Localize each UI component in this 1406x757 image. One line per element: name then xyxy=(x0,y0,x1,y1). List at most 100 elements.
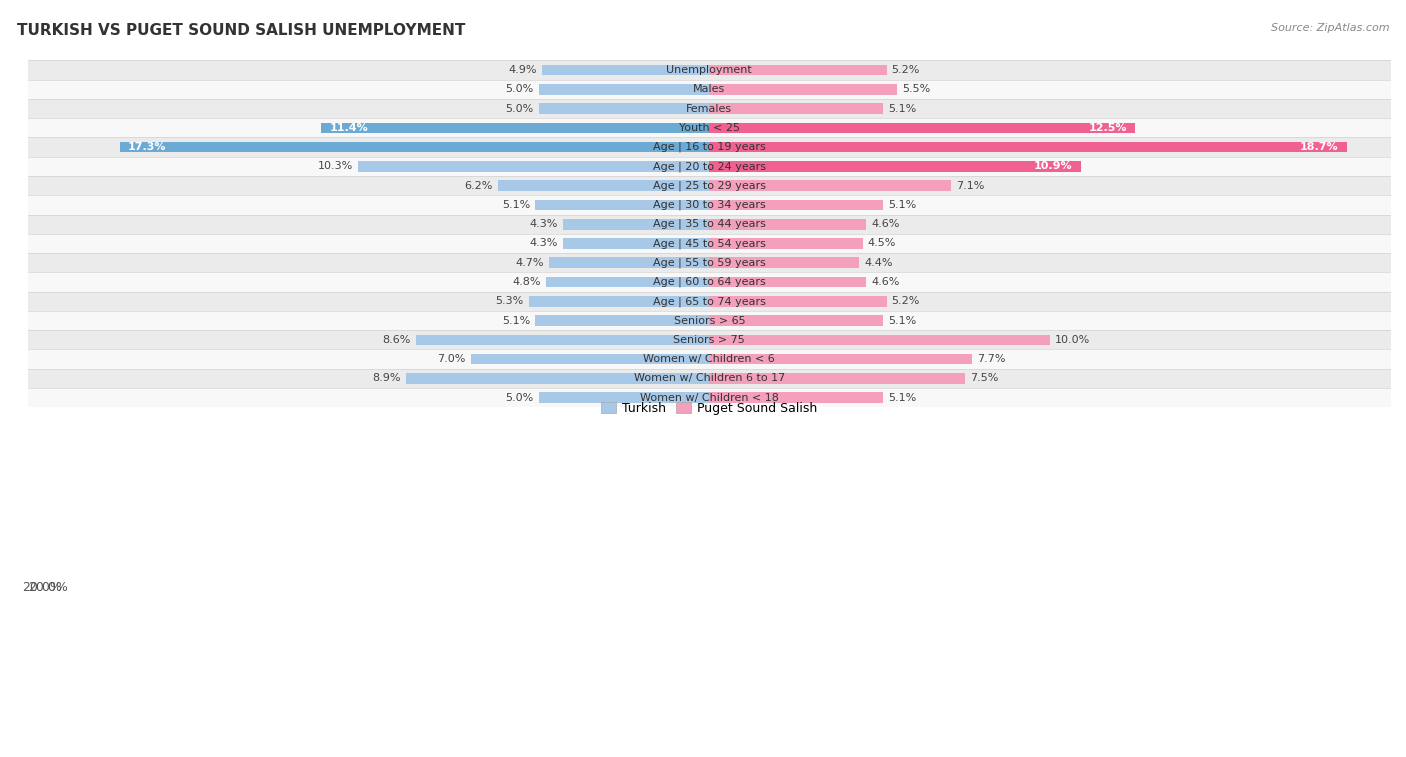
Bar xyxy=(538,84,709,95)
Text: 7.7%: 7.7% xyxy=(977,354,1005,364)
Text: 10.0%: 10.0% xyxy=(1056,335,1091,345)
Bar xyxy=(28,253,1391,273)
Text: Age | 20 to 24 years: Age | 20 to 24 years xyxy=(652,161,766,172)
Bar xyxy=(28,157,1391,176)
Bar xyxy=(543,65,709,76)
Text: Women w/ Children < 6: Women w/ Children < 6 xyxy=(644,354,775,364)
Text: Seniors > 75: Seniors > 75 xyxy=(673,335,745,345)
Text: 20.0%: 20.0% xyxy=(28,581,67,593)
Bar xyxy=(709,373,965,384)
Bar xyxy=(28,388,1391,407)
Bar xyxy=(709,84,897,95)
Text: Age | 65 to 74 years: Age | 65 to 74 years xyxy=(652,296,766,307)
Text: 5.1%: 5.1% xyxy=(502,316,530,326)
Bar xyxy=(28,176,1391,195)
Text: Women w/ Children < 18: Women w/ Children < 18 xyxy=(640,393,779,403)
Text: Males: Males xyxy=(693,84,725,95)
Bar xyxy=(709,142,1347,152)
Bar xyxy=(550,257,709,268)
Bar xyxy=(709,315,883,326)
Text: Age | 60 to 64 years: Age | 60 to 64 years xyxy=(652,277,766,287)
Text: 4.8%: 4.8% xyxy=(512,277,540,287)
Text: 6.2%: 6.2% xyxy=(464,181,494,191)
Text: 4.6%: 4.6% xyxy=(872,277,900,287)
Text: 20.0%: 20.0% xyxy=(22,581,62,593)
Text: 4.4%: 4.4% xyxy=(865,257,893,268)
Bar xyxy=(498,180,709,191)
Text: 4.5%: 4.5% xyxy=(868,238,896,248)
Bar xyxy=(709,103,883,114)
Text: Age | 35 to 44 years: Age | 35 to 44 years xyxy=(652,219,766,229)
Text: 5.0%: 5.0% xyxy=(506,393,534,403)
Text: 5.5%: 5.5% xyxy=(901,84,931,95)
Bar xyxy=(28,330,1391,350)
Bar xyxy=(709,180,952,191)
Text: 7.0%: 7.0% xyxy=(437,354,465,364)
Bar xyxy=(709,123,1136,133)
Bar xyxy=(709,354,972,364)
Bar xyxy=(28,61,1391,79)
Text: 5.1%: 5.1% xyxy=(502,200,530,210)
Text: 7.5%: 7.5% xyxy=(970,373,998,383)
Text: Youth < 25: Youth < 25 xyxy=(679,123,740,133)
Text: Women w/ Children 6 to 17: Women w/ Children 6 to 17 xyxy=(634,373,785,383)
Text: Age | 25 to 29 years: Age | 25 to 29 years xyxy=(652,180,766,191)
Bar xyxy=(709,161,1081,172)
Bar xyxy=(709,238,863,249)
Text: 10.9%: 10.9% xyxy=(1033,161,1073,171)
Bar xyxy=(471,354,709,364)
Text: 4.6%: 4.6% xyxy=(872,220,900,229)
Text: 5.2%: 5.2% xyxy=(891,65,920,75)
Text: 5.1%: 5.1% xyxy=(889,200,917,210)
Text: 5.1%: 5.1% xyxy=(889,316,917,326)
Bar xyxy=(546,277,709,288)
Bar xyxy=(709,335,1050,345)
Bar xyxy=(28,99,1391,118)
Bar xyxy=(28,214,1391,234)
Bar xyxy=(321,123,709,133)
Bar xyxy=(120,142,709,152)
Text: Females: Females xyxy=(686,104,733,114)
Bar xyxy=(28,79,1391,99)
Text: 18.7%: 18.7% xyxy=(1299,142,1339,152)
Bar xyxy=(709,65,887,76)
Text: 8.9%: 8.9% xyxy=(373,373,401,383)
Bar xyxy=(406,373,709,384)
Bar xyxy=(28,234,1391,253)
Text: 5.1%: 5.1% xyxy=(889,104,917,114)
Bar xyxy=(28,118,1391,138)
Text: Age | 45 to 54 years: Age | 45 to 54 years xyxy=(652,238,766,249)
Bar xyxy=(709,277,866,288)
Text: Age | 30 to 34 years: Age | 30 to 34 years xyxy=(652,200,766,210)
Text: 10.3%: 10.3% xyxy=(318,161,353,171)
Text: 4.7%: 4.7% xyxy=(516,257,544,268)
Text: 4.9%: 4.9% xyxy=(509,65,537,75)
Bar xyxy=(28,311,1391,330)
Bar xyxy=(28,273,1391,291)
Bar xyxy=(359,161,709,172)
Bar xyxy=(28,369,1391,388)
Bar xyxy=(28,195,1391,214)
Bar xyxy=(536,200,709,210)
Bar xyxy=(28,350,1391,369)
Text: 5.1%: 5.1% xyxy=(889,393,917,403)
Bar xyxy=(28,291,1391,311)
Bar xyxy=(709,296,887,307)
Bar xyxy=(538,103,709,114)
Text: Source: ZipAtlas.com: Source: ZipAtlas.com xyxy=(1271,23,1389,33)
Bar xyxy=(709,200,883,210)
Text: Age | 16 to 19 years: Age | 16 to 19 years xyxy=(652,142,766,152)
Bar xyxy=(28,138,1391,157)
Bar xyxy=(529,296,709,307)
Text: Age | 55 to 59 years: Age | 55 to 59 years xyxy=(652,257,766,268)
Text: 12.5%: 12.5% xyxy=(1088,123,1126,133)
Text: 4.3%: 4.3% xyxy=(529,220,558,229)
Bar xyxy=(709,257,859,268)
Bar xyxy=(562,219,709,229)
Bar xyxy=(709,219,866,229)
Text: 5.0%: 5.0% xyxy=(506,104,534,114)
Text: 5.2%: 5.2% xyxy=(891,296,920,307)
Bar xyxy=(709,392,883,403)
Bar xyxy=(538,392,709,403)
Text: TURKISH VS PUGET SOUND SALISH UNEMPLOYMENT: TURKISH VS PUGET SOUND SALISH UNEMPLOYME… xyxy=(17,23,465,38)
